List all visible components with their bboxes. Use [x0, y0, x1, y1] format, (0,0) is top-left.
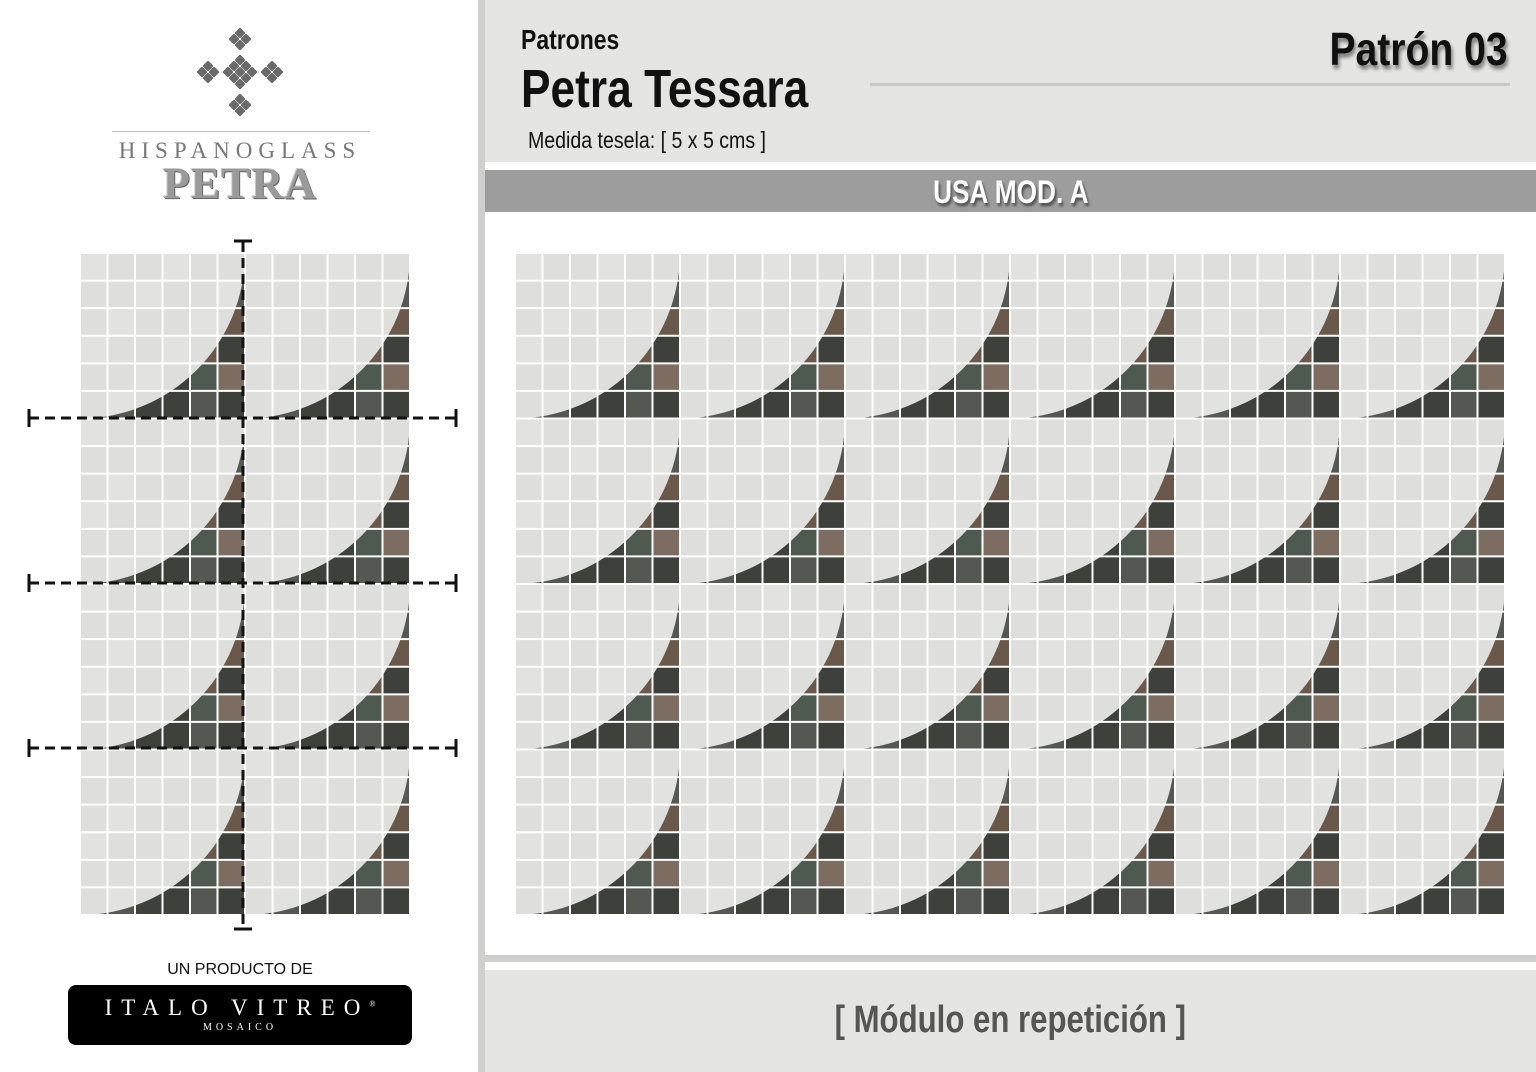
- tile-module: [79, 583, 246, 751]
- tile-size-label: Medida tesela: [ 5 x 5 cms ]: [528, 127, 766, 153]
- tile-module: [844, 583, 1011, 751]
- diamond-mark: [208, 66, 220, 78]
- mosaico-label: MOSAICO: [202, 1022, 278, 1033]
- diamond-mark: [234, 93, 246, 105]
- tile-module: [514, 748, 681, 916]
- pattern-number: Patrón 03: [1329, 23, 1508, 75]
- registered-mark: ®: [369, 999, 376, 1009]
- tile-module: [79, 252, 246, 420]
- diamond-mark: [228, 60, 240, 72]
- tile-module: [679, 748, 846, 916]
- tile-module: [79, 748, 246, 916]
- repetition-grid: [514, 252, 1506, 916]
- tile-module: [244, 252, 411, 420]
- diamond-mark: [228, 72, 240, 84]
- diamond-mark: [234, 78, 246, 90]
- diamond-mark: [234, 105, 246, 117]
- diamond-mark: [260, 66, 272, 78]
- tile-module: [1009, 417, 1176, 585]
- tile-module: [244, 583, 411, 751]
- hispanoglass-logo-icon: [196, 27, 284, 117]
- tile-module: [679, 583, 846, 751]
- tile-module: [1174, 583, 1341, 751]
- diamond-mark: [234, 27, 246, 39]
- petra-wordmark: PETRA: [162, 159, 318, 208]
- diamond-mark: [246, 66, 258, 78]
- tile-module: [514, 583, 681, 751]
- diamond-mark: [222, 66, 234, 78]
- footer-caption: [ Módulo en repetición ]: [834, 999, 1187, 1041]
- tile-module: [1009, 252, 1176, 420]
- diamond-mark: [234, 39, 246, 51]
- header: Patrones Petra Tessara Medida tesela: [ …: [485, 0, 1536, 162]
- diamond-mark: [266, 72, 278, 84]
- tile-module: [514, 252, 681, 420]
- tile-module: [244, 748, 411, 916]
- diamond-mark: [266, 60, 278, 72]
- tile-module: [1339, 583, 1506, 751]
- diamond-mark: [240, 72, 252, 84]
- footer: [ Módulo en repetición ]: [485, 970, 1536, 1072]
- tile-module: [1009, 748, 1176, 916]
- diamond-mark: [202, 60, 214, 72]
- tile-module: [1009, 583, 1176, 751]
- italo-vitreo-name: ITALO VITREO: [104, 995, 370, 1020]
- tile-module: [679, 417, 846, 585]
- module-cut-lines: [27, 239, 458, 931]
- diamond-mark: [240, 99, 252, 111]
- diamond-mark: [240, 60, 252, 72]
- italo-vitreo-logo: ITALO VITREO® MOSAICO: [68, 985, 412, 1045]
- module-bar: USA MOD. A: [485, 170, 1536, 212]
- diamond-mark: [228, 99, 240, 111]
- product-of-label: UN PRODUCTO DE: [167, 961, 313, 978]
- header-rule: [870, 83, 1510, 86]
- tile-module: [844, 748, 1011, 916]
- tile-module: [1339, 748, 1506, 916]
- module-preview: [79, 252, 411, 916]
- diamond-mark: [272, 66, 284, 78]
- tile-module: [844, 252, 1011, 420]
- diamond-mark: [196, 66, 208, 78]
- tile-module: [1339, 252, 1506, 420]
- diamond-mark: [234, 54, 246, 66]
- page-title: Petra Tessara: [521, 59, 809, 119]
- category-label: Patrones: [521, 24, 620, 55]
- diamond-mark: [228, 33, 240, 45]
- tile-module: [1339, 417, 1506, 585]
- diamond-mark: [202, 72, 214, 84]
- tile-module: [679, 252, 846, 420]
- tile-module: [1174, 417, 1341, 585]
- tile-module: [844, 417, 1011, 585]
- tile-module: [514, 417, 681, 585]
- vertical-divider: [478, 0, 485, 1072]
- logo-divider: [112, 131, 370, 168]
- hispanoglass-wordmark: HISPANOGLASS: [118, 138, 362, 163]
- tile-module: [79, 417, 246, 585]
- tile-module: [244, 417, 411, 585]
- diamond-mark: [240, 33, 252, 45]
- diamond-mark: [234, 66, 246, 78]
- module-label: USA MOD. A: [932, 174, 1089, 210]
- tile-module: [1174, 252, 1341, 420]
- footer-divider: [485, 955, 1536, 962]
- tile-module: [1174, 748, 1341, 916]
